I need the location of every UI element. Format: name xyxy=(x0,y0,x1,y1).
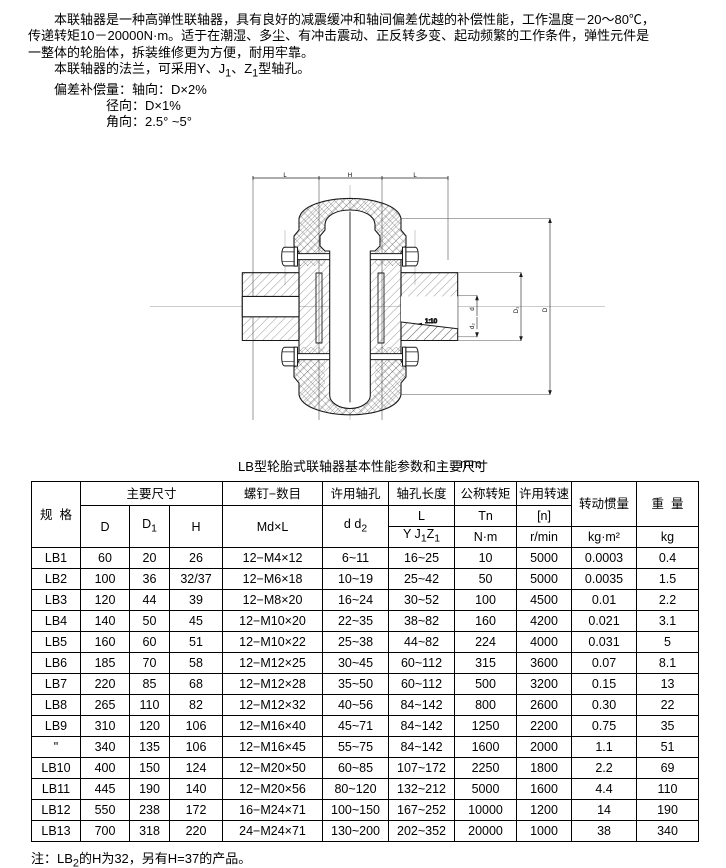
svg-text:d: d xyxy=(470,307,476,310)
svg-text:1:10: 1:10 xyxy=(425,318,438,325)
svg-text:D₁: D₁ xyxy=(514,307,520,313)
svg-text:d₂: d₂ xyxy=(470,322,476,328)
svg-text:D: D xyxy=(543,307,549,312)
svg-text:H: H xyxy=(348,173,352,179)
